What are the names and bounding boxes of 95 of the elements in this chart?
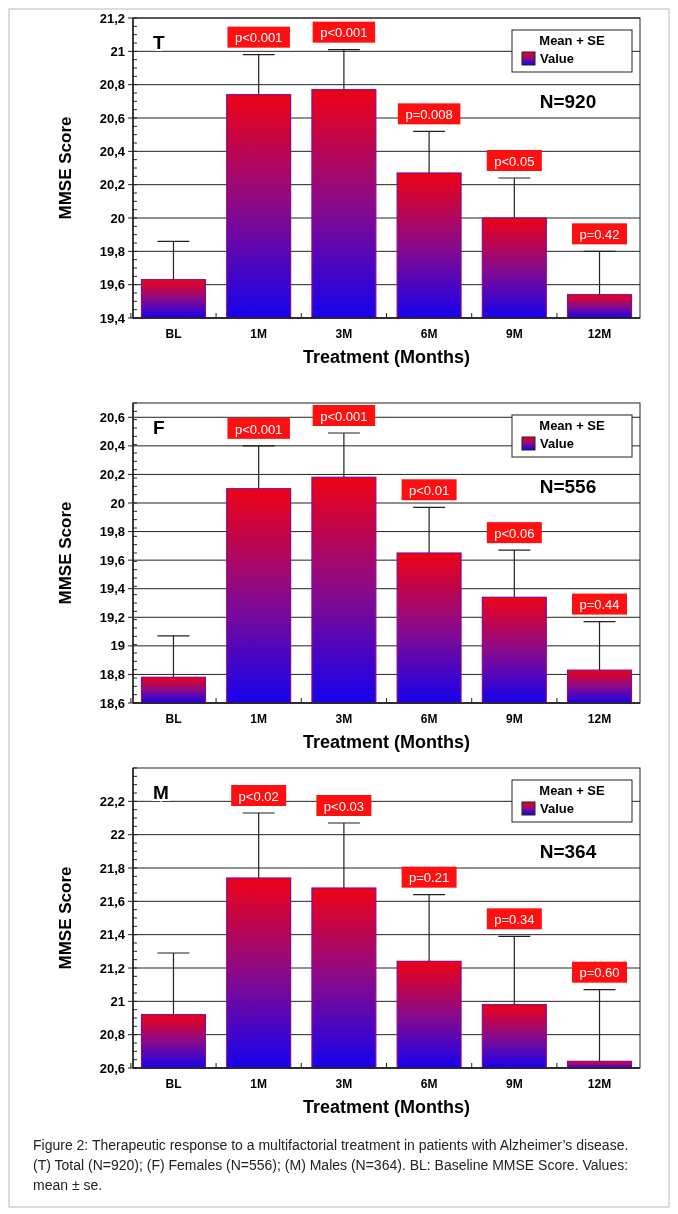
annotation: p=0.42 bbox=[579, 227, 620, 243]
p-value-tag: p<0.001 bbox=[227, 26, 290, 48]
x-tick-label: 6M bbox=[420, 327, 438, 341]
y-tick-label: 21 bbox=[110, 43, 125, 59]
annotation: p=0.21 bbox=[409, 870, 450, 886]
y-tick-label: 20,4 bbox=[99, 438, 126, 454]
x-tick-label: 1M bbox=[250, 712, 268, 726]
p-value-tag: p=0.008 bbox=[397, 103, 461, 125]
annotation: p<0.02 bbox=[238, 788, 279, 804]
p-value-tag: p<0.05 bbox=[486, 150, 542, 171]
y-tick-label: 21,6 bbox=[99, 893, 125, 909]
y-tick-label: 21,2 bbox=[99, 960, 125, 976]
annotation: p<0.001 bbox=[235, 421, 283, 437]
annotation: N=920 bbox=[539, 91, 597, 112]
x-tick-label: 1M bbox=[250, 1077, 268, 1091]
y-tick-label: 20,6 bbox=[99, 110, 125, 126]
x-tick-label: BL bbox=[165, 1077, 182, 1091]
y-tick-label: 20,8 bbox=[99, 1027, 125, 1043]
x-tick-label: 12M bbox=[587, 1077, 612, 1091]
annotation: p<0.001 bbox=[235, 30, 283, 46]
y-tick-label: 19,4 bbox=[99, 310, 126, 326]
x-tick-label: BL bbox=[165, 327, 182, 341]
y-axis-title: MMSE Score bbox=[56, 866, 75, 970]
annotation: p<0.01 bbox=[409, 482, 450, 498]
x-tick-label: 12M bbox=[587, 327, 612, 341]
x-tick-label: 6M bbox=[420, 1077, 438, 1091]
legend-label: Value bbox=[540, 801, 574, 816]
y-tick-label: 18,6 bbox=[99, 695, 125, 711]
y-tick-label: 20,4 bbox=[99, 143, 126, 159]
annotation: p<0.05 bbox=[494, 153, 535, 169]
y-tick-label: 21,4 bbox=[99, 927, 126, 943]
y-tick-label: 20,6 bbox=[99, 409, 125, 425]
annotation: N=364 bbox=[539, 841, 597, 862]
p-value-tag: p<0.06 bbox=[486, 522, 542, 544]
y-tick-label: 19,8 bbox=[99, 524, 125, 540]
annotation: M bbox=[153, 782, 169, 803]
y-tick-label: 18,8 bbox=[99, 666, 125, 682]
p-value-tag: p<0.001 bbox=[227, 417, 290, 439]
x-tick-label: 9M bbox=[505, 327, 523, 341]
y-tick-label: 19,8 bbox=[99, 243, 125, 259]
p-value-tag: p=0.34 bbox=[486, 908, 542, 930]
y-tick-label: 21,8 bbox=[99, 860, 125, 876]
y-tick-label: 19,4 bbox=[99, 581, 126, 597]
annotation: F bbox=[153, 417, 165, 438]
annotation: p=0.34 bbox=[494, 912, 535, 928]
y-axis-title: MMSE Score bbox=[56, 501, 75, 605]
y-tick-label: 19,2 bbox=[99, 609, 125, 625]
legend-label: Value bbox=[540, 436, 574, 451]
p-value-tag: p=0.60 bbox=[572, 961, 628, 983]
y-tick-label: 21,2 bbox=[99, 10, 125, 26]
legend-title: Mean + SE bbox=[539, 418, 606, 433]
caption: Figure 2: Therapeutic response to a multifactorial treatment in patients with Alzheimer’s disease. (T) Total (N=920); (F) Females (N=556); (M) Males (N=364). BL: Baseline MMSE Score. Values: mean ± se. bbox=[33, 1137, 629, 1193]
legend-title: Mean + SE bbox=[539, 783, 606, 798]
x-tick-label: 9M bbox=[505, 712, 523, 726]
p-value-tag: p<0.03 bbox=[316, 795, 372, 816]
x-tick-label: 3M bbox=[335, 712, 353, 726]
y-tick-label: 21 bbox=[110, 993, 125, 1009]
annotation: p=0.60 bbox=[579, 965, 620, 981]
annotation: N=556 bbox=[539, 476, 597, 497]
y-axis-title: MMSE Score bbox=[56, 116, 75, 220]
x-tick-label: 3M bbox=[335, 1077, 353, 1091]
x-tick-label: 6M bbox=[420, 712, 438, 726]
annotation: p<0.001 bbox=[320, 25, 368, 41]
x-axis-title: Treatment (Months) bbox=[302, 732, 471, 752]
annotation: p=0.008 bbox=[405, 107, 453, 123]
p-value-tag: p=0.44 bbox=[572, 593, 628, 615]
y-tick-label: 20 bbox=[110, 210, 125, 226]
p-value-tag: p=0.42 bbox=[572, 223, 628, 245]
x-tick-label: BL bbox=[165, 712, 182, 726]
annotation: p<0.03 bbox=[323, 798, 364, 814]
p-value-tag: p<0.001 bbox=[312, 405, 376, 426]
y-tick-label: 20,6 bbox=[99, 1060, 125, 1076]
y-tick-label: 19,6 bbox=[99, 277, 125, 293]
annotation: p<0.001 bbox=[320, 408, 368, 424]
x-axis-title: Treatment (Months) bbox=[302, 1097, 471, 1117]
x-tick-label: 12M bbox=[587, 712, 612, 726]
x-tick-label: 9M bbox=[505, 1077, 523, 1091]
y-tick-label: 20,8 bbox=[99, 77, 125, 93]
y-tick-label: 20 bbox=[110, 495, 125, 511]
y-tick-label: 19,6 bbox=[99, 552, 125, 568]
y-tick-label: 20,2 bbox=[99, 466, 125, 482]
legend-label: Value bbox=[540, 51, 574, 66]
x-tick-label: 3M bbox=[335, 327, 353, 341]
p-value-tag: p<0.02 bbox=[231, 785, 287, 806]
x-tick-label: 1M bbox=[250, 327, 268, 341]
annotation: T bbox=[153, 32, 165, 53]
y-tick-label: 22,2 bbox=[99, 793, 125, 809]
annotation: p=0.44 bbox=[579, 597, 620, 613]
legend-title: Mean + SE bbox=[539, 33, 606, 48]
annotation: p<0.06 bbox=[494, 525, 535, 541]
y-tick-label: 22 bbox=[110, 827, 125, 843]
x-axis-title: Treatment (Months) bbox=[302, 347, 471, 367]
y-tick-label: 20,2 bbox=[99, 177, 125, 193]
y-tick-label: 19 bbox=[110, 638, 125, 654]
p-value-tag: p<0.01 bbox=[401, 479, 457, 501]
